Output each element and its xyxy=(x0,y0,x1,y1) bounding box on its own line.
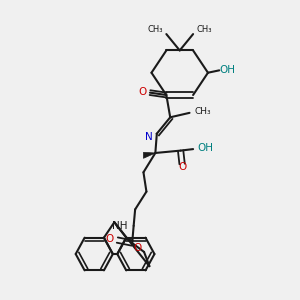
Polygon shape xyxy=(143,152,155,158)
Text: CH₃: CH₃ xyxy=(195,107,211,116)
Text: CH₃: CH₃ xyxy=(196,25,212,34)
Text: O: O xyxy=(178,162,186,172)
Text: CH₃: CH₃ xyxy=(148,25,164,34)
Text: O: O xyxy=(105,234,113,244)
Text: OH: OH xyxy=(220,65,236,75)
Text: NH: NH xyxy=(112,221,127,231)
Text: N: N xyxy=(145,132,152,142)
Text: OH: OH xyxy=(197,143,213,153)
Text: O: O xyxy=(138,87,146,97)
Text: O: O xyxy=(134,243,142,254)
